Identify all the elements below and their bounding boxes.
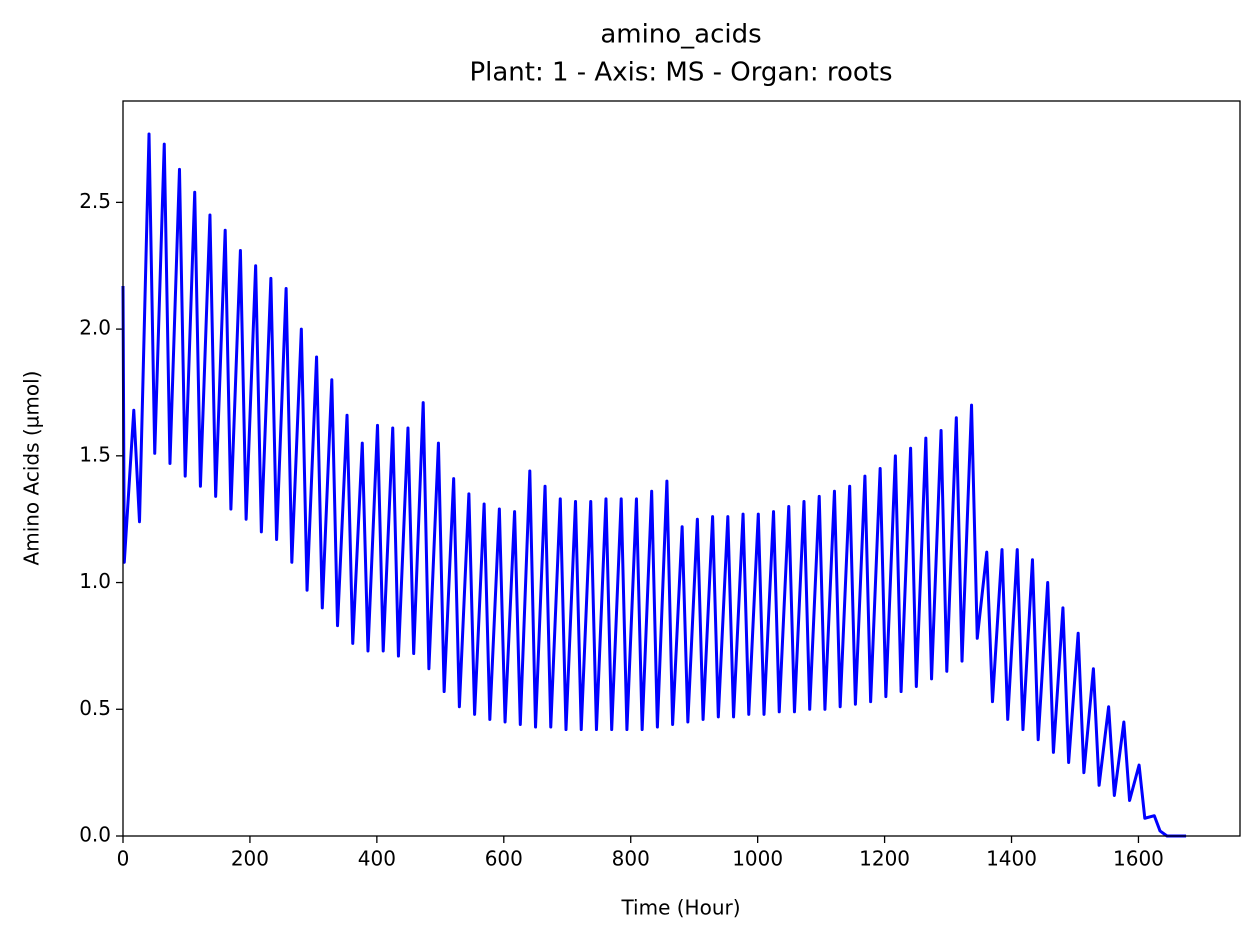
x-tick-label: 1400 [986, 847, 1037, 871]
x-tick-label: 1200 [859, 847, 910, 871]
x-axis-label: Time (Hour) [620, 896, 740, 920]
data-line [121, 132, 1187, 838]
y-axis-label: Amino Acids (µmol) [20, 371, 44, 566]
x-tick-label: 200 [231, 847, 269, 871]
x-tick-label: 0 [117, 847, 130, 871]
y-tick-label: 2.0 [79, 316, 111, 340]
x-tick-label: 600 [485, 847, 523, 871]
x-tick-label: 1000 [732, 847, 783, 871]
y-tick-label: 0.5 [79, 696, 111, 720]
x-tick-label: 800 [612, 847, 650, 871]
chart-title: amino_acids [600, 20, 761, 50]
y-tick-label: 2.5 [79, 189, 111, 213]
y-tick-label: 1.0 [79, 569, 111, 593]
x-tick-label: 1600 [1113, 847, 1164, 871]
chart-subtitle: Plant: 1 - Axis: MS - Organ: roots [469, 58, 892, 88]
y-tick-label: 0.0 [79, 823, 111, 847]
x-tick-label: 400 [358, 847, 396, 871]
plot-frame [122, 100, 1241, 837]
y-tick-label: 1.5 [79, 442, 111, 466]
